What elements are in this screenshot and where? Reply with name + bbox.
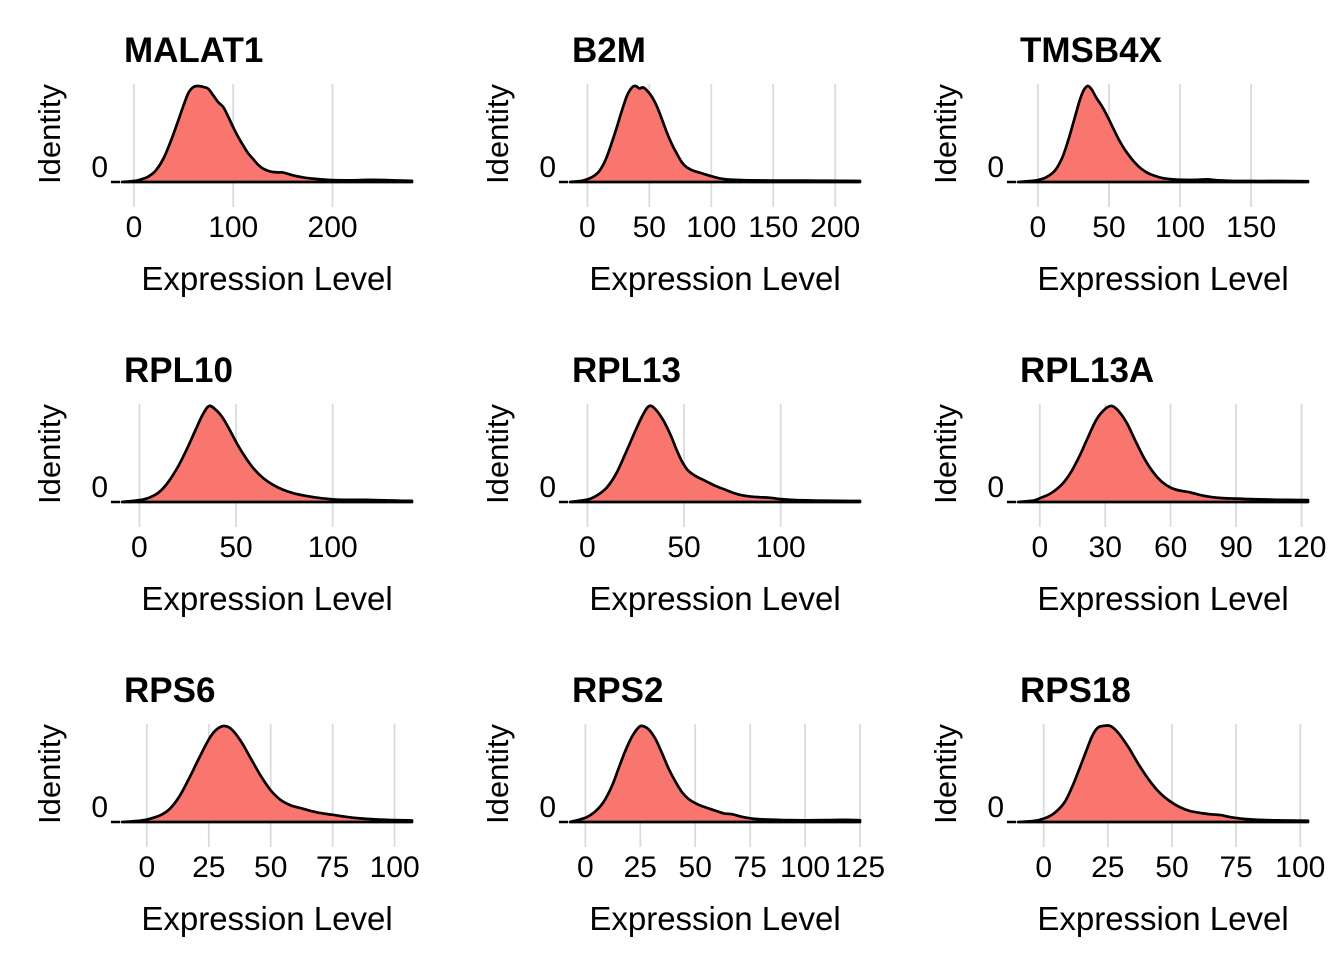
y-tick-label: 0 [539, 151, 556, 184]
x-axis-label: Expression Level [141, 900, 392, 937]
y-axis-label: Identity [32, 404, 67, 504]
x-tick-label: 0 [1031, 531, 1048, 564]
x-tick-label: 0 [579, 211, 596, 244]
x-tick-label: 75 [733, 851, 766, 884]
x-tick-label: 100 [370, 851, 420, 884]
y-axis-label: Identity [32, 84, 67, 184]
x-tick-label: 0 [138, 851, 155, 884]
x-tick-label: 25 [1091, 851, 1124, 884]
x-tick-label: 125 [835, 851, 885, 884]
x-tick-label: 50 [633, 211, 666, 244]
density-curve [1016, 84, 1310, 184]
x-tick-label: 0 [579, 531, 596, 564]
x-tick-label: 100 [756, 531, 806, 564]
ridge-panel-b2m: B2M Identity 00 50 100 150 200 Expression Level [480, 31, 862, 297]
x-tick-label: 100 [780, 851, 830, 884]
y-tick-label: 0 [987, 151, 1004, 184]
panel-title: RPL13A [1020, 351, 1154, 390]
x-tick-label: 100 [1155, 211, 1205, 244]
ridge-panel-tmsb4x: TMSB4X Identity 00 50 100 150 Expression Level [928, 31, 1310, 297]
x-tick-label: 120 [1276, 531, 1326, 564]
y-tick-label: 0 [539, 791, 556, 824]
ridge-panel-rpl13: RPL13 Identity 00 50 100 Expression Level [480, 351, 862, 617]
y-tick-label: 0 [539, 471, 556, 504]
x-tick-label: 100 [308, 531, 358, 564]
x-tick-label: 50 [219, 531, 252, 564]
x-tick-label: 200 [810, 211, 860, 244]
density-curve [120, 84, 414, 184]
x-tick-label: 0 [577, 851, 594, 884]
x-tick-label: 0 [1035, 851, 1052, 884]
y-axis-label: Identity [480, 84, 515, 184]
x-tick-label: 200 [308, 211, 358, 244]
x-tick-label: 90 [1219, 531, 1252, 564]
density-curve [120, 724, 414, 824]
x-tick-label: 150 [748, 211, 798, 244]
density-curve [568, 84, 862, 184]
ridge-panel-rpl10: RPL10 Identity 00 50 100 Expression Level [32, 351, 414, 617]
x-tick-label: 0 [1030, 211, 1047, 244]
density-curve [120, 404, 414, 504]
ridge-panel-malat1: MALAT1 Identity 00 100 200 Expression Level [32, 31, 414, 297]
x-tick-label: 75 [316, 851, 349, 884]
x-tick-label: 25 [192, 851, 225, 884]
x-tick-label: 150 [1226, 211, 1276, 244]
x-axis-label: Expression Level [1037, 260, 1288, 297]
x-tick-label: 60 [1154, 531, 1187, 564]
x-axis-label: Expression Level [141, 580, 392, 617]
x-tick-label: 100 [686, 211, 736, 244]
y-tick-label: 0 [987, 471, 1004, 504]
x-tick-label: 50 [667, 531, 700, 564]
panel-title: B2M [572, 31, 646, 70]
y-axis-label: Identity [32, 724, 67, 824]
y-tick-label: 0 [91, 471, 108, 504]
panel-title: RPL10 [124, 351, 233, 390]
density-curve [568, 724, 862, 824]
density-curve [1016, 404, 1310, 504]
panel-title: RPS2 [572, 671, 663, 710]
x-tick-label: 50 [1155, 851, 1188, 884]
x-tick-label: 25 [624, 851, 657, 884]
panel-title: RPS18 [1020, 671, 1131, 710]
ridge-panel-rps18: RPS18 Identity 00 25 50 75 100 Expression Level [928, 671, 1325, 937]
y-tick-label: 0 [91, 791, 108, 824]
panel-title: TMSB4X [1020, 31, 1163, 70]
x-tick-label: 100 [208, 211, 258, 244]
y-axis-label: Identity [480, 404, 515, 504]
y-axis-label: Identity [928, 84, 963, 184]
density-curve [568, 404, 862, 504]
y-axis-label: Identity [928, 404, 963, 504]
x-axis-label: Expression Level [589, 260, 840, 297]
density-curve [1016, 724, 1310, 824]
panel-title: RPS6 [124, 671, 215, 710]
y-tick-label: 0 [987, 791, 1004, 824]
panel-title: RPL13 [572, 351, 681, 390]
x-tick-label: 30 [1089, 531, 1122, 564]
x-axis-label: Expression Level [141, 260, 392, 297]
x-axis-label: Expression Level [1037, 900, 1288, 937]
x-tick-label: 0 [126, 211, 143, 244]
ridge-panel-rps2: RPS2 Identity 00 25 50 75 100 125 Expression Lev… [480, 671, 885, 937]
x-axis-label: Expression Level [1037, 580, 1288, 617]
x-axis-label: Expression Level [589, 580, 840, 617]
y-axis-label: Identity [928, 724, 963, 824]
ridge-panel-rpl13a: RPL13A Identity 00 30 60 90 120 Expression Leve… [928, 351, 1326, 617]
y-axis-label: Identity [480, 724, 515, 824]
x-tick-label: 50 [254, 851, 287, 884]
x-tick-label: 100 [1275, 851, 1325, 884]
x-tick-label: 75 [1219, 851, 1252, 884]
x-tick-label: 50 [679, 851, 712, 884]
y-tick-label: 0 [91, 151, 108, 184]
ridge-panel-rps6: RPS6 Identity 00 25 50 75 100 Expression Level [32, 671, 420, 937]
x-axis-label: Expression Level [589, 900, 840, 937]
x-tick-label: 0 [131, 531, 148, 564]
panel-title: MALAT1 [124, 31, 263, 70]
x-tick-label: 50 [1092, 211, 1125, 244]
